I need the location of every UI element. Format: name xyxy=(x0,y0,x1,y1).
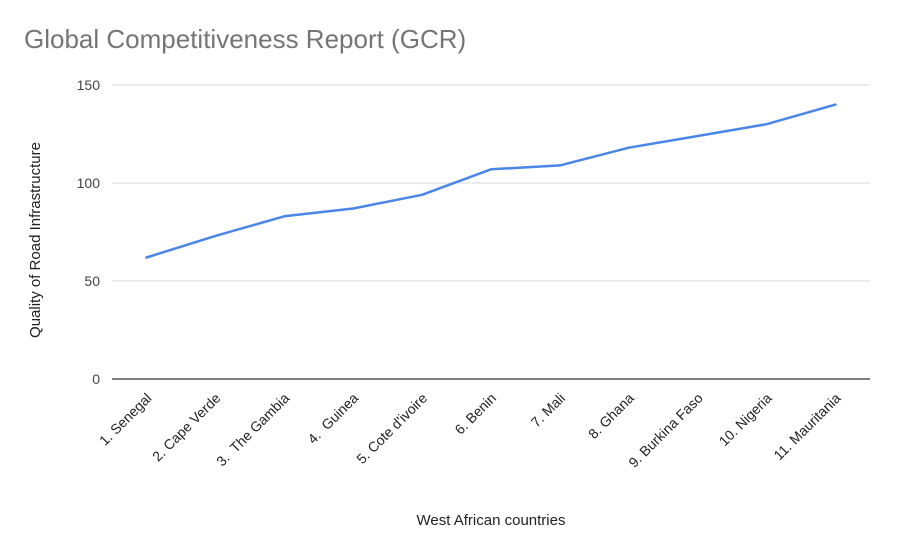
y-tick-label: 150 xyxy=(77,77,101,93)
x-tick-label: 6. Benin xyxy=(451,390,499,438)
x-axis-label: West African countries xyxy=(417,512,566,529)
x-tick-label: 1. Senegal xyxy=(96,390,155,449)
x-tick-label: 9. Burkina Faso xyxy=(625,390,706,471)
y-tick-labels: 0 50 100 150 xyxy=(77,77,101,387)
x-tick-label: 2. Cape Verde xyxy=(149,390,224,465)
x-tick-label: 7. Mali xyxy=(528,390,568,430)
x-tick-label: 10. Nigeria xyxy=(716,390,775,449)
chart-title: Global Competitiveness Report (GCR) xyxy=(24,24,467,54)
x-tick-label: 11. Mauritania xyxy=(770,390,843,463)
series-line xyxy=(145,103,837,259)
y-tick-label: 50 xyxy=(84,273,100,289)
x-tick-label: 8. Ghana xyxy=(585,390,637,442)
x-tick-label: 3. The Gambia xyxy=(213,390,293,470)
x-tick-label: 4. Guinea xyxy=(304,390,361,447)
y-tick-label: 100 xyxy=(77,175,101,191)
y-axis-label: Quality of Road Infrastructure xyxy=(27,142,44,338)
gridlines xyxy=(112,84,870,282)
y-tick-label: 0 xyxy=(92,371,100,387)
x-tick-label: 5. Cote d'ivoire xyxy=(353,390,430,467)
